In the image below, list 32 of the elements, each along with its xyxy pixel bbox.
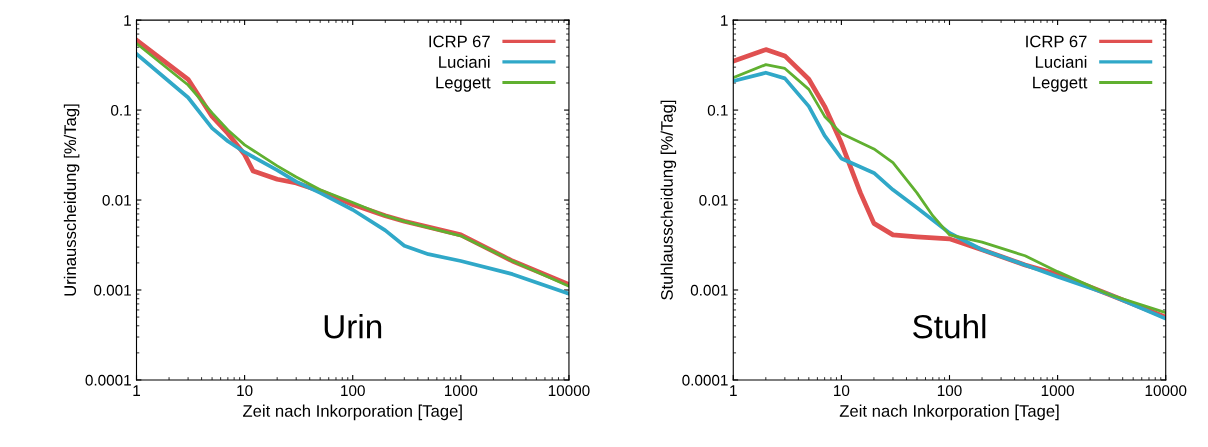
legend-label: Luciani bbox=[439, 55, 490, 68]
x-tick-label: 100 bbox=[341, 385, 365, 397]
x-tick-label: 1000 bbox=[445, 385, 478, 397]
y-tick-label: 0.0001 bbox=[682, 374, 728, 386]
x-tick-label: 10 bbox=[834, 385, 850, 397]
x-tick-label: 1 bbox=[133, 385, 141, 396]
y-tick-label: 0.1 bbox=[111, 104, 131, 116]
x-axis-title: Zeit nach Inkorporation [Tage] bbox=[243, 404, 462, 421]
y-tick-label: 1 bbox=[124, 15, 131, 26]
legend-label: ICRP 67 bbox=[429, 35, 490, 48]
y-axis-title: Stuhlausscheidung [%/Tag] bbox=[660, 100, 677, 300]
legend-label: Leggett bbox=[1033, 76, 1088, 92]
y-tick-label: 0.0001 bbox=[85, 374, 131, 386]
x-tick-label: 10000 bbox=[1145, 385, 1187, 397]
y-tick-label: 0.1 bbox=[707, 104, 728, 116]
y-axis-title: Urinausscheidung [%/Tag] bbox=[63, 104, 80, 296]
legend-label: Luciani bbox=[1035, 55, 1087, 68]
y-tick-label: 0.01 bbox=[699, 194, 728, 206]
x-tick-label: 10000 bbox=[548, 385, 590, 397]
y-tick-label: 1 bbox=[721, 15, 728, 26]
x-axis-title: Zeit nach Inkorporation [Tage] bbox=[839, 404, 1059, 421]
annotation: Urin bbox=[324, 314, 382, 339]
x-tick-label: 10 bbox=[237, 385, 253, 397]
legend-label: Leggett bbox=[436, 76, 491, 92]
x-tick-label: 100 bbox=[937, 385, 962, 397]
y-tick-label: 0.001 bbox=[94, 284, 131, 296]
y-tick-label: 0.001 bbox=[690, 284, 728, 296]
y-tick-label: 0.01 bbox=[102, 194, 131, 206]
x-tick-label: 1000 bbox=[1041, 385, 1075, 397]
legend-label: ICRP 67 bbox=[1026, 35, 1087, 48]
annotation: Stuhl bbox=[913, 314, 986, 339]
x-tick-label: 1 bbox=[730, 385, 737, 396]
